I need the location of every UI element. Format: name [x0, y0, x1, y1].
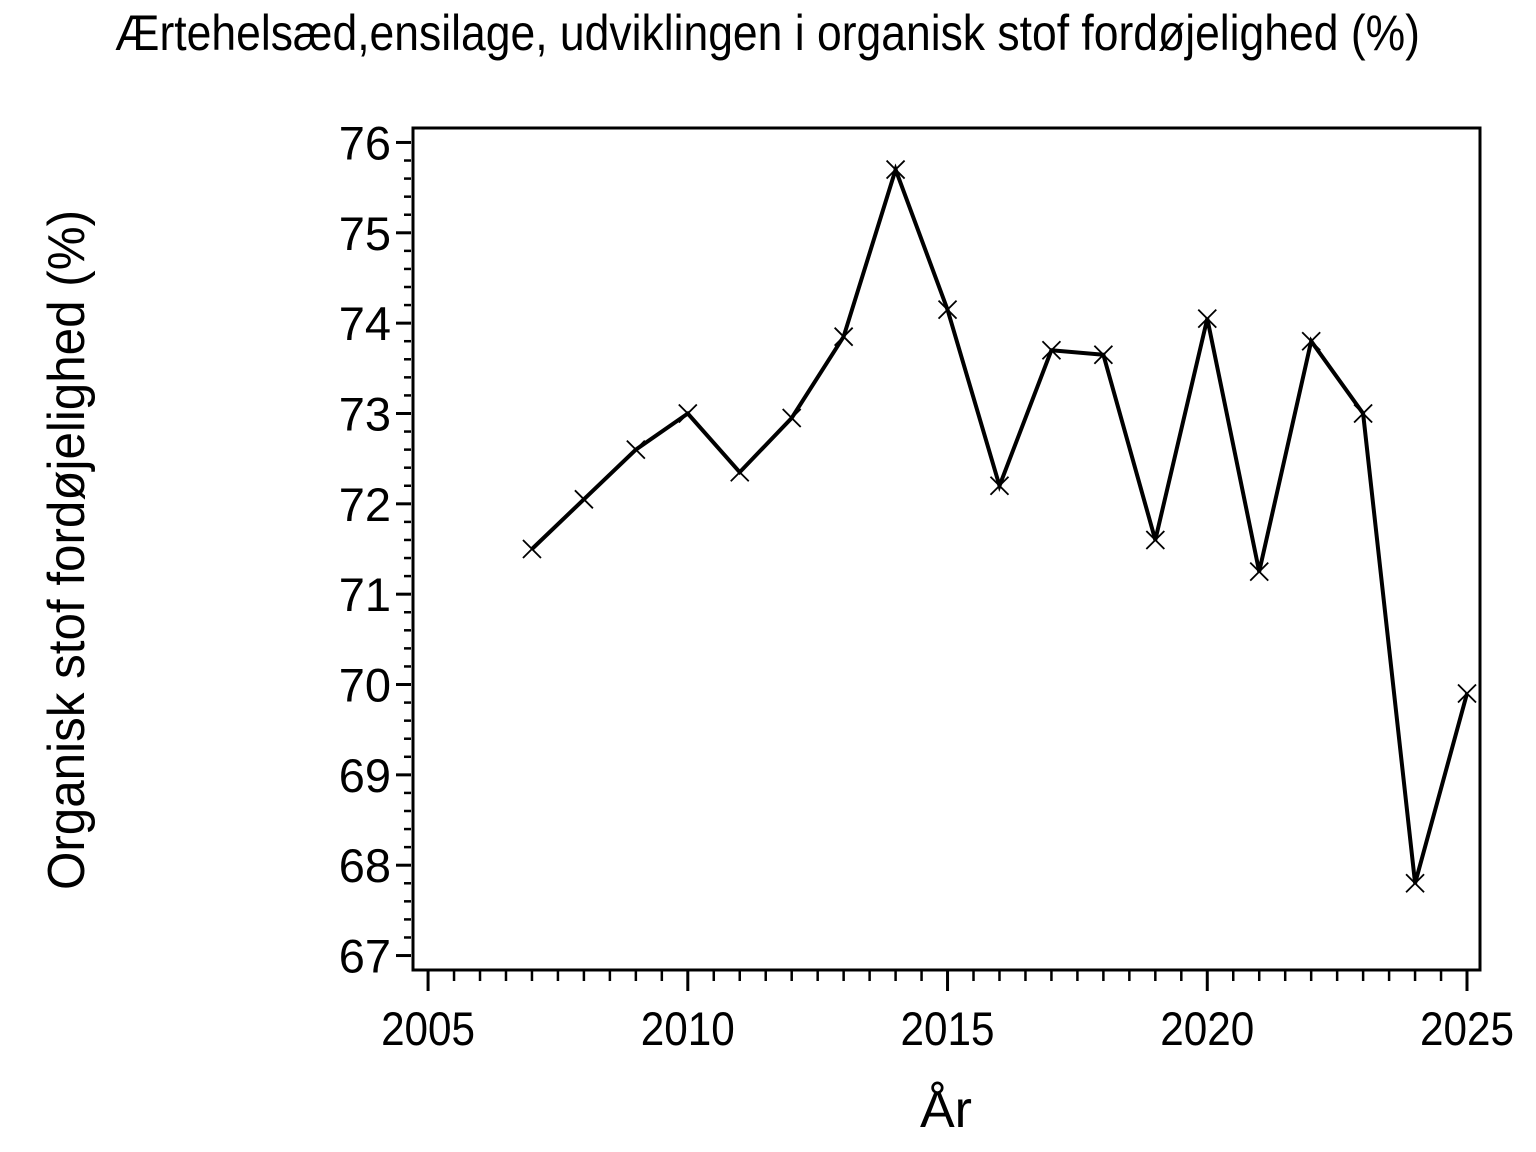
x-tick-label: 2005: [381, 1002, 475, 1055]
data-series: [522, 159, 1477, 893]
data-point-marker: [522, 539, 542, 559]
marker-stroke: [1145, 530, 1165, 550]
data-point-marker: [1405, 873, 1425, 893]
y-axis-title: Organisk stof fordøjelighed (%): [38, 210, 96, 890]
marker-stroke: [1093, 345, 1114, 365]
y-tick-label: 71: [339, 568, 391, 621]
marker-stroke: [1405, 873, 1425, 893]
data-point-marker: [1353, 403, 1373, 424]
data-point-marker: [834, 327, 854, 347]
data-point-marker: [730, 462, 750, 482]
marker-stroke: [1249, 561, 1269, 582]
data-point-marker: [989, 476, 1010, 496]
y-tick-label: 75: [339, 207, 391, 260]
x-axis-ticks: [426, 971, 1469, 991]
marker-stroke: [989, 476, 1010, 496]
x-tick-label: 2010: [641, 1002, 735, 1055]
marker-stroke: [1041, 340, 1062, 360]
marker-stroke: [782, 408, 802, 428]
data-point-marker: [1249, 561, 1269, 582]
marker-stroke: [678, 403, 698, 424]
marker-stroke: [1457, 683, 1477, 704]
data-point-marker: [1197, 308, 1217, 329]
marker-stroke: [1197, 308, 1217, 329]
marker-stroke: [1301, 331, 1321, 351]
data-line: [530, 163, 1469, 884]
data-point-marker: [1093, 345, 1114, 365]
marker-stroke: [522, 539, 542, 559]
x-axis-title: År: [920, 1081, 972, 1139]
marker-stroke: [730, 462, 750, 482]
data-point-marker: [937, 299, 958, 320]
marker-stroke: [885, 159, 906, 180]
data-point-marker: [1457, 683, 1477, 704]
data-point-marker: [1145, 530, 1165, 550]
marker-stroke: [1353, 403, 1373, 424]
marker-stroke: [834, 327, 854, 347]
data-point-marker: [574, 489, 594, 509]
data-point-marker: [1301, 331, 1321, 351]
y-tick-label: 67: [339, 930, 391, 983]
data-point-marker: [626, 439, 646, 460]
data-point-marker: [782, 408, 802, 428]
chart-title: Ærtehelsæd,ensilage, udviklingen i organ…: [115, 5, 1420, 61]
y-tick-label: 72: [339, 478, 391, 531]
marker-stroke: [937, 299, 958, 320]
data-point-marker: [678, 403, 698, 424]
y-tick-label: 73: [339, 387, 391, 440]
y-tick-label: 74: [339, 297, 391, 350]
y-tick-label: 69: [339, 749, 391, 802]
y-axis-ticks: [396, 140, 411, 958]
plot-frame: [411, 126, 1482, 972]
y-tick-label: 76: [339, 116, 391, 169]
data-point-marker: [885, 159, 906, 180]
marker-stroke: [626, 439, 646, 460]
marker-stroke: [574, 489, 594, 509]
y-tick-label: 68: [339, 839, 391, 892]
x-axis-tick-labels: 2005 2010 2015 2020 2025: [381, 1002, 1514, 1055]
x-tick-label: 2015: [901, 1002, 995, 1055]
y-tick-label: 70: [339, 659, 391, 712]
x-tick-label: 2025: [1420, 1002, 1514, 1055]
y-axis-tick-labels: 67 68 69 70 71 72 73 74 75 76: [339, 116, 391, 982]
data-point-marker: [1041, 340, 1062, 360]
x-tick-label: 2020: [1160, 1002, 1254, 1055]
